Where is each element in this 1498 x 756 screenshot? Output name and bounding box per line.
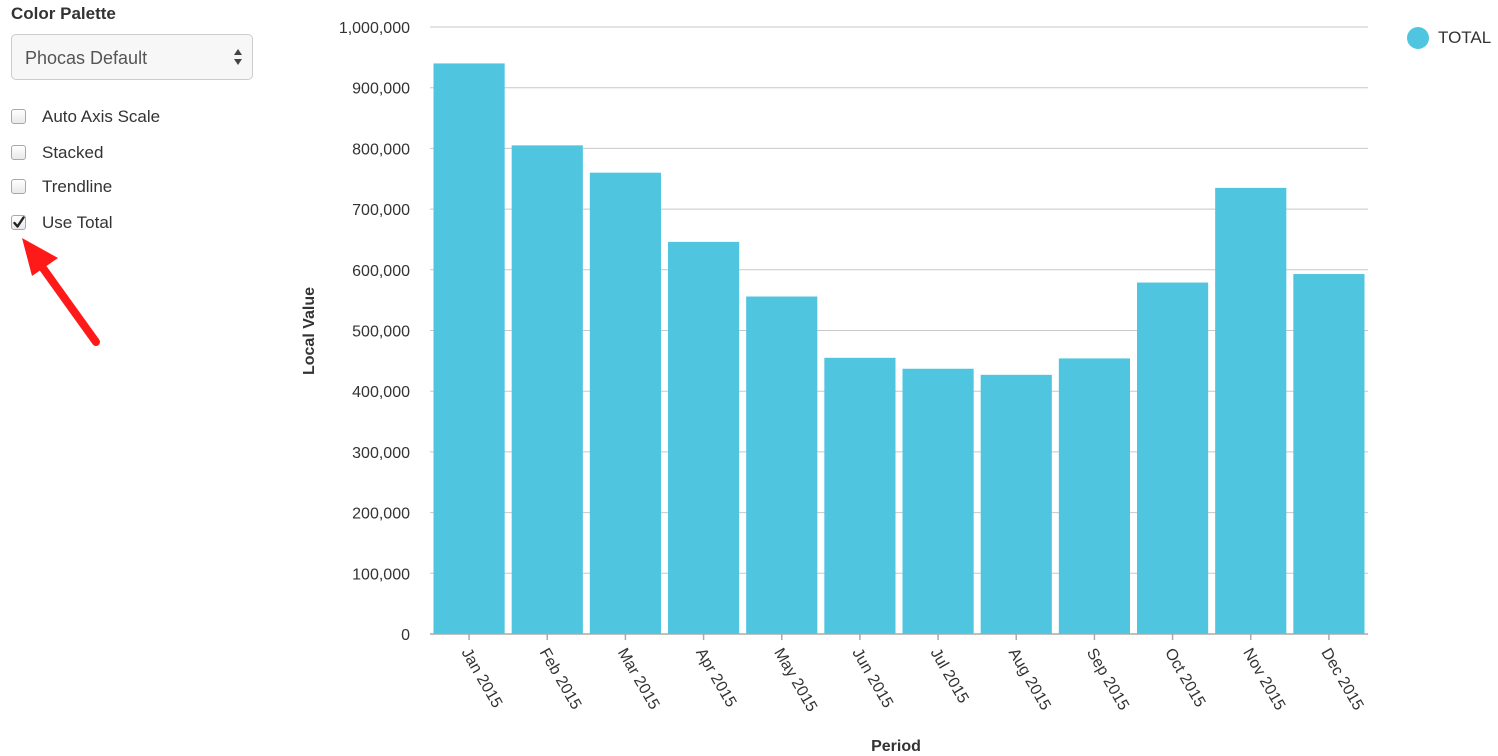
y-tick-label: 500,000 [352, 324, 410, 341]
y-axis-title: Local Value [301, 287, 318, 375]
y-tick-label: 300,000 [352, 445, 410, 462]
legend-label-total: TOTAL [1438, 28, 1492, 47]
y-tick-label: 100,000 [352, 566, 410, 583]
x-tick-label: Feb 2015 [536, 646, 585, 713]
bar[interactable] [1293, 274, 1365, 634]
x-tick-label: Jan 2015 [458, 646, 506, 712]
bar[interactable] [1215, 187, 1287, 635]
x-tick-label: Jun 2015 [848, 646, 896, 712]
legend-swatch [1407, 27, 1429, 49]
x-tick-label: Jul 2015 [927, 646, 972, 707]
bar[interactable] [589, 172, 661, 634]
bar[interactable] [1137, 282, 1209, 634]
x-tick-label: Mar 2015 [614, 646, 663, 713]
axes [430, 633, 1368, 640]
gridlines [430, 26, 1368, 574]
bar[interactable] [980, 374, 1052, 634]
red-arrow-icon [22, 238, 100, 346]
y-tick-label: 400,000 [352, 384, 410, 401]
checkmark-icon [13, 216, 25, 228]
stacked-label: Stacked [42, 143, 104, 162]
auto-axis-scale-label: Auto Axis Scale [42, 107, 161, 126]
trendline-checkbox[interactable] [11, 179, 26, 194]
color-palette-select[interactable]: Phocas Default [11, 34, 253, 80]
y-tick-label: 800,000 [352, 141, 410, 158]
y-tick-label: 600,000 [352, 263, 410, 280]
bar[interactable] [511, 145, 583, 635]
x-tick-label: Sep 2015 [1083, 646, 1132, 714]
y-tick-label: 700,000 [352, 202, 410, 219]
select-updown-arrows-icon [233, 47, 243, 67]
bar[interactable] [668, 241, 740, 635]
x-axis-title: Period [871, 738, 921, 755]
color-palette-value: Phocas Default [25, 48, 148, 68]
bar[interactable] [902, 368, 974, 634]
y-tick-label: 200,000 [352, 506, 410, 523]
x-tick-label: Apr 2015 [692, 646, 739, 711]
bar[interactable] [746, 296, 818, 634]
x-tick-label: Oct 2015 [1161, 646, 1208, 711]
y-tick-label: 900,000 [352, 81, 410, 98]
auto-axis-scale-checkbox[interactable] [11, 109, 26, 124]
stacked-checkbox[interactable] [11, 145, 26, 160]
x-tick-label: Dec 2015 [1317, 646, 1366, 714]
y-tick-label: 1,000,000 [339, 20, 410, 37]
use-total-label: Use Total [42, 213, 113, 232]
color-palette-title: Color Palette [11, 4, 116, 23]
y-tick-label: 0 [401, 627, 410, 644]
x-tick-label: Aug 2015 [1005, 646, 1054, 714]
use-total-checkbox[interactable] [11, 215, 26, 230]
x-tick-label: Nov 2015 [1239, 646, 1288, 714]
trendline-label: Trendline [42, 177, 113, 196]
bar[interactable] [824, 357, 896, 634]
x-tick-labels: Jan 2015 Feb 2015 Mar 2015 Apr 2015 May 2015… [458, 646, 1367, 715]
bar[interactable] [433, 63, 505, 635]
x-tick-label: May 2015 [770, 646, 820, 715]
bar[interactable] [1058, 358, 1130, 634]
bars [433, 63, 1365, 635]
y-tick-labels: 0 100,000 200,000 300,000 400,000 500,000 600,… [339, 20, 410, 644]
